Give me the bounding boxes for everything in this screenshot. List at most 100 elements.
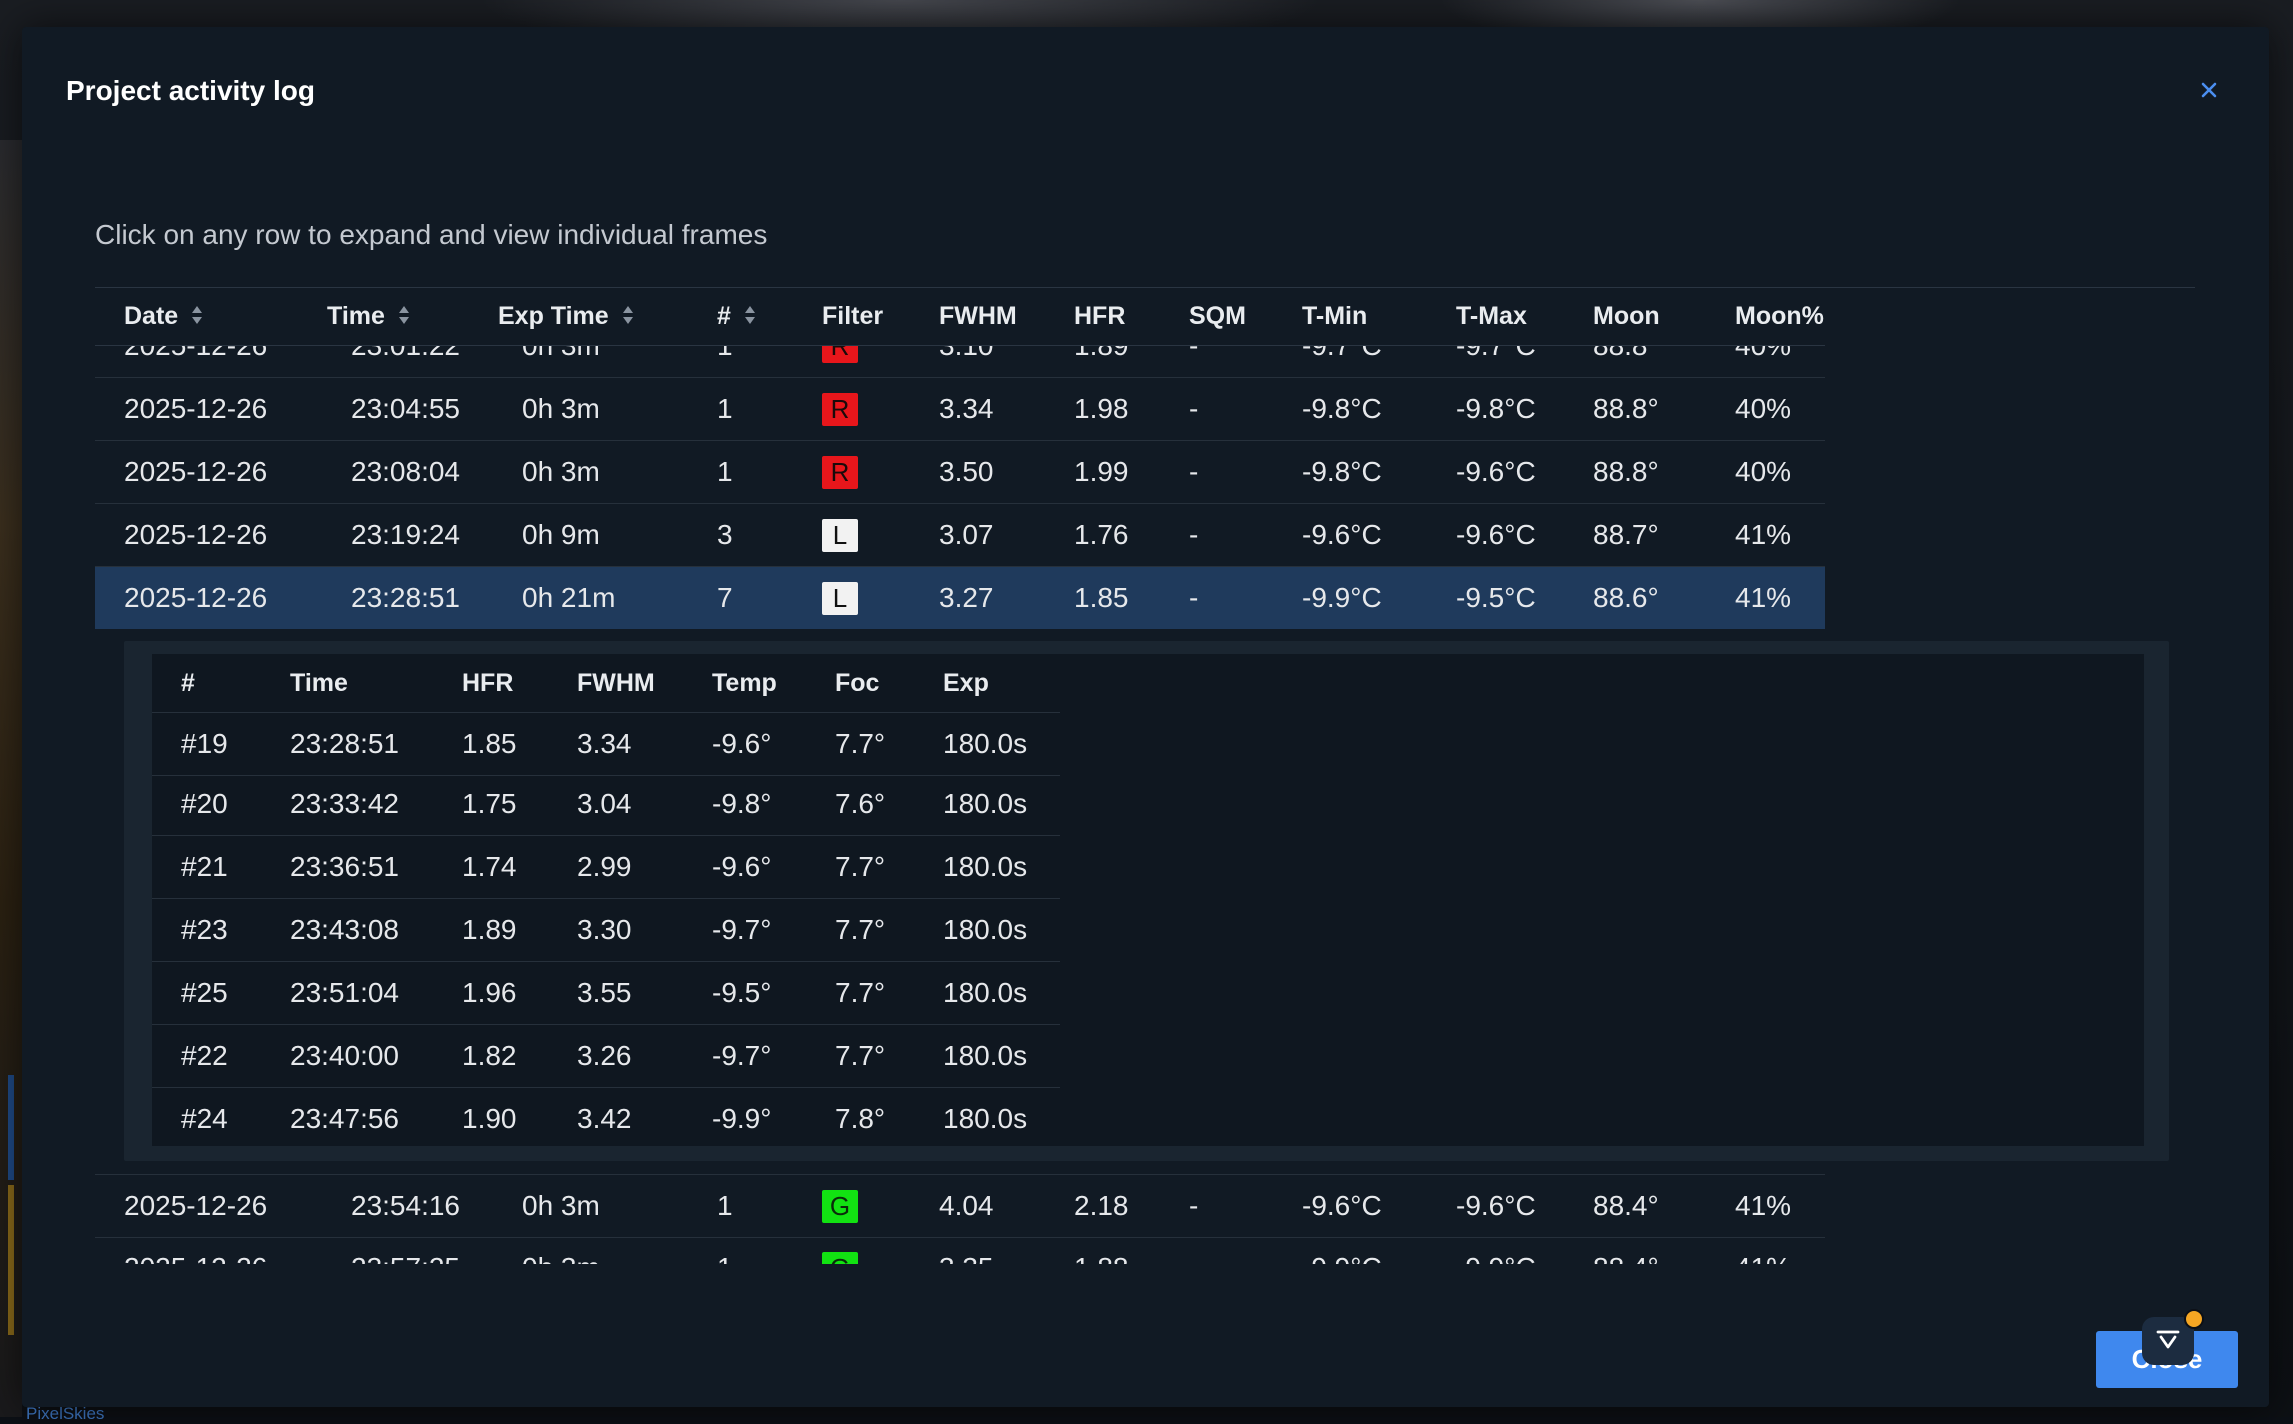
column-header-moon: Moon	[1593, 302, 1660, 330]
table-row[interactable]: 2025-12-26 23:54:16 0h 3m 1 G 4.04 2.18 …	[95, 1174, 1825, 1238]
cell-tmax: -9.7°C	[1456, 346, 1536, 377]
cell-hfr: 1.85	[1074, 582, 1129, 613]
frame-exp: 180.0s	[943, 851, 1028, 882]
sort-icon[interactable]	[743, 303, 757, 327]
cell-fwhm: 3.35	[939, 1237, 994, 1264]
cell-sqm: -	[1189, 582, 1199, 613]
cell-hfr: 1.98	[1074, 393, 1129, 424]
table-row[interactable]: 2025-12-26 23:04:55 0h 3m 1 R 3.34 1.98 …	[95, 378, 1825, 441]
table-row[interactable]: 2025-12-26 23:57:25 0h 3m 1 G 3.35 1.88 …	[95, 1237, 1825, 1264]
table-row[interactable]: 2025-12-26 23:08:04 0h 3m 1 R 3.50 1.99 …	[95, 441, 1825, 504]
column-header-sqm: SQM	[1189, 302, 1246, 330]
filter-badge: L	[822, 519, 858, 552]
frame-foc: 7.7°	[835, 914, 886, 945]
table-row[interactable]: 2025-12-26 23:19:24 0h 9m 3 L 3.07 1.76 …	[95, 504, 1825, 567]
filter-badge: R	[822, 393, 858, 426]
frame-num: #23	[181, 914, 228, 945]
cell-exp-time: 0h 3m	[522, 1237, 600, 1264]
sort-icon[interactable]	[621, 303, 635, 327]
cell-exp-time: 0h 3m	[522, 393, 600, 424]
activity-table: Date Time Exp Time # Filter FWHM HFR SQM…	[95, 260, 2195, 1265]
frame-num: #24	[181, 1103, 228, 1134]
frame-foc: 7.7°	[835, 851, 886, 882]
frame-exp: 180.0s	[943, 1103, 1028, 1134]
column-header-time[interactable]: Time	[327, 288, 411, 345]
cell-date: 2025-12-26	[124, 1190, 268, 1221]
cell-count: 7	[717, 582, 733, 613]
cell-moon: 88.8°	[1593, 346, 1659, 377]
frame-fwhm: 3.30	[577, 914, 632, 945]
frame-column-num: #	[181, 669, 195, 697]
cell-fwhm: 3.07	[939, 519, 994, 550]
cell-exp-time: 0h 3m	[522, 1190, 600, 1221]
column-header-count[interactable]: #	[717, 288, 757, 345]
cell-date: 2025-12-26	[124, 582, 268, 613]
table-row[interactable]: 2025-12-26 23:01:22 0h 3m 1 R 3.10 1.89 …	[95, 346, 1825, 378]
cell-hfr: 1.88	[1074, 1237, 1129, 1264]
frame-num: #22	[181, 1040, 228, 1071]
cell-moon: 88.6°	[1593, 582, 1659, 613]
frame-column-exp: Exp	[943, 669, 989, 697]
cell-moon: 88.4°	[1593, 1237, 1659, 1264]
cell-exp-time: 0h 9m	[522, 519, 600, 550]
frame-foc: 7.7°	[835, 977, 886, 1008]
close-icon[interactable]	[2192, 73, 2226, 107]
frame-time: 23:47:56	[290, 1103, 399, 1134]
frame-time: 23:43:08	[290, 914, 399, 945]
frame-column-temp: Temp	[712, 669, 777, 697]
cell-fwhm: 3.27	[939, 582, 994, 613]
cell-moon-pct: 40%	[1735, 456, 1792, 487]
frame-num: #20	[181, 788, 228, 819]
table-row-selected[interactable]: 2025-12-26 23:28:51 0h 21m 7 L 3.27 1.85…	[95, 567, 1825, 629]
cell-time: 23:54:16	[351, 1190, 460, 1221]
cell-fwhm: 3.50	[939, 456, 994, 487]
filter-badge: G	[822, 1252, 858, 1264]
sort-icon[interactable]	[397, 303, 411, 327]
frame-row: #22 23:40:00 1.82 3.26 -9.7° 7.7° 180.0s	[152, 1025, 1060, 1088]
table-body: 2025-12-26 23:01:22 0h 3m 1 R 3.10 1.89 …	[95, 346, 2195, 1264]
frame-time: 23:40:00	[290, 1040, 399, 1071]
frame-column-hfr: HFR	[462, 669, 514, 697]
cell-tmin: -9.6°C	[1302, 1190, 1382, 1221]
frame-exp: 180.0s	[943, 1040, 1028, 1071]
cell-exp-time: 0h 3m	[522, 346, 600, 377]
cell-time: 23:19:24	[351, 519, 460, 550]
activity-log-modal: Project activity log Click on any row to…	[22, 27, 2269, 1407]
cell-tmin: -9.8°C	[1302, 393, 1382, 424]
cell-sqm: -	[1189, 456, 1199, 487]
filter-badge: R	[822, 456, 858, 489]
cell-moon-pct: 40%	[1735, 393, 1792, 424]
cell-sqm: -	[1189, 1190, 1199, 1221]
divider	[95, 287, 2195, 288]
frame-table-header: # Time HFR FWHM Temp Foc Exp	[152, 654, 1060, 713]
column-header-tmin: T-Min	[1302, 302, 1368, 330]
frame-time: 23:33:42	[290, 788, 399, 819]
frame-time: 23:51:04	[290, 977, 399, 1008]
background-accent-bar	[8, 1185, 14, 1335]
column-header-tmax: T-Max	[1456, 302, 1527, 330]
frame-row: #25 23:51:04 1.96 3.55 -9.5° 7.7° 180.0s	[152, 962, 1060, 1025]
frame-exp: 180.0s	[943, 914, 1028, 945]
modal-title: Project activity log	[66, 75, 315, 106]
frame-hfr: 1.85	[462, 728, 517, 759]
frame-detail-table: # Time HFR FWHM Temp Foc Exp #19 23:28:5…	[152, 654, 2144, 1146]
cell-sqm: -	[1189, 1237, 1198, 1264]
sort-icon[interactable]	[190, 303, 204, 327]
column-header-exp-time[interactable]: Exp Time	[498, 288, 635, 345]
frame-temp: -9.6°	[712, 851, 772, 882]
cell-tmax: -9.9°C	[1456, 1237, 1536, 1264]
cell-date: 2025-12-26	[124, 456, 268, 487]
cell-exp-time: 0h 21m	[522, 582, 616, 613]
cell-count: 1	[717, 456, 733, 487]
cell-count: 1	[717, 393, 733, 424]
frame-column-foc: Foc	[835, 669, 880, 697]
cell-tmin: -9.6°C	[1302, 519, 1382, 550]
cell-time: 23:08:04	[351, 456, 460, 487]
cell-tmax: -9.8°C	[1456, 393, 1536, 424]
frame-foc: 7.7°	[835, 1040, 886, 1071]
frame-foc: 7.6°	[835, 788, 886, 819]
frame-temp: -9.8°	[712, 788, 772, 819]
frame-exp: 180.0s	[943, 788, 1028, 819]
frame-column-fwhm: FWHM	[577, 669, 655, 697]
column-header-date[interactable]: Date	[124, 288, 204, 345]
